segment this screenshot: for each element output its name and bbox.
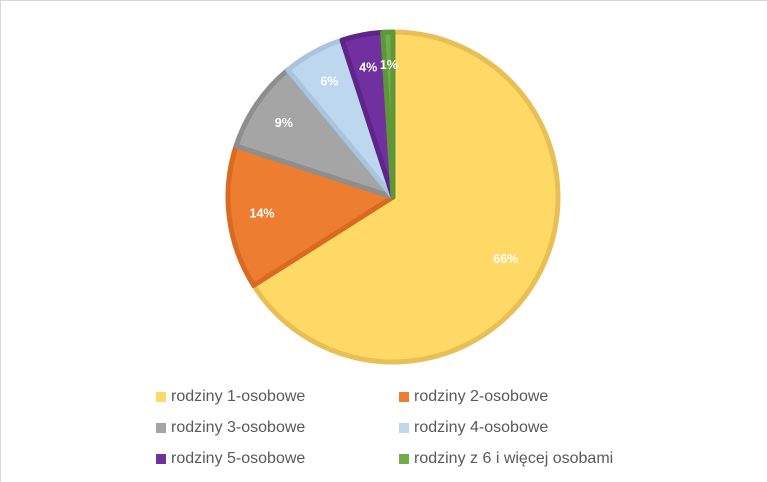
pie-data-label: 4% xyxy=(359,60,377,74)
legend-swatch xyxy=(156,392,166,402)
pie-chart: 66% 14% 9% 6% 4% 1% xyxy=(225,29,561,365)
pie-data-label: 1% xyxy=(380,58,398,72)
legend-item-1-person: rodziny 1-osobowe xyxy=(156,386,399,408)
legend-swatch xyxy=(399,423,409,433)
legend-label: rodziny 5-osobowe xyxy=(171,450,306,467)
pie-slice xyxy=(251,29,561,365)
legend-item-4-person: rodziny 4-osobowe xyxy=(399,417,676,439)
legend-label: rodziny 3-osobowe xyxy=(171,419,306,436)
pie-slice xyxy=(380,29,396,200)
legend-item-2-person: rodziny 2-osobowe xyxy=(399,386,676,408)
pie-data-label: 66% xyxy=(493,252,518,266)
pie-slice xyxy=(225,143,396,288)
legend-label: rodziny 1-osobowe xyxy=(171,388,306,405)
legend: rodziny 1-osobowe rodziny 2-osobowe rodz… xyxy=(156,386,676,470)
legend-label: rodziny z 6 i więcej osobami xyxy=(414,450,614,467)
legend-label: rodziny 4-osobowe xyxy=(414,419,549,436)
pie-data-label: 9% xyxy=(275,116,293,130)
legend-label: rodziny 2-osobowe xyxy=(414,388,549,405)
legend-swatch xyxy=(399,392,409,402)
legend-swatch xyxy=(399,454,409,464)
legend-item-6-plus: rodziny z 6 i więcej osobami xyxy=(399,448,676,470)
legend-swatch xyxy=(156,423,166,433)
pie-data-label: 14% xyxy=(250,207,275,221)
legend-swatch xyxy=(156,454,166,464)
legend-item-5-person: rodziny 5-osobowe xyxy=(156,448,399,470)
pie-data-label: 6% xyxy=(320,74,338,88)
legend-item-3-person: rodziny 3-osobowe xyxy=(156,417,399,439)
